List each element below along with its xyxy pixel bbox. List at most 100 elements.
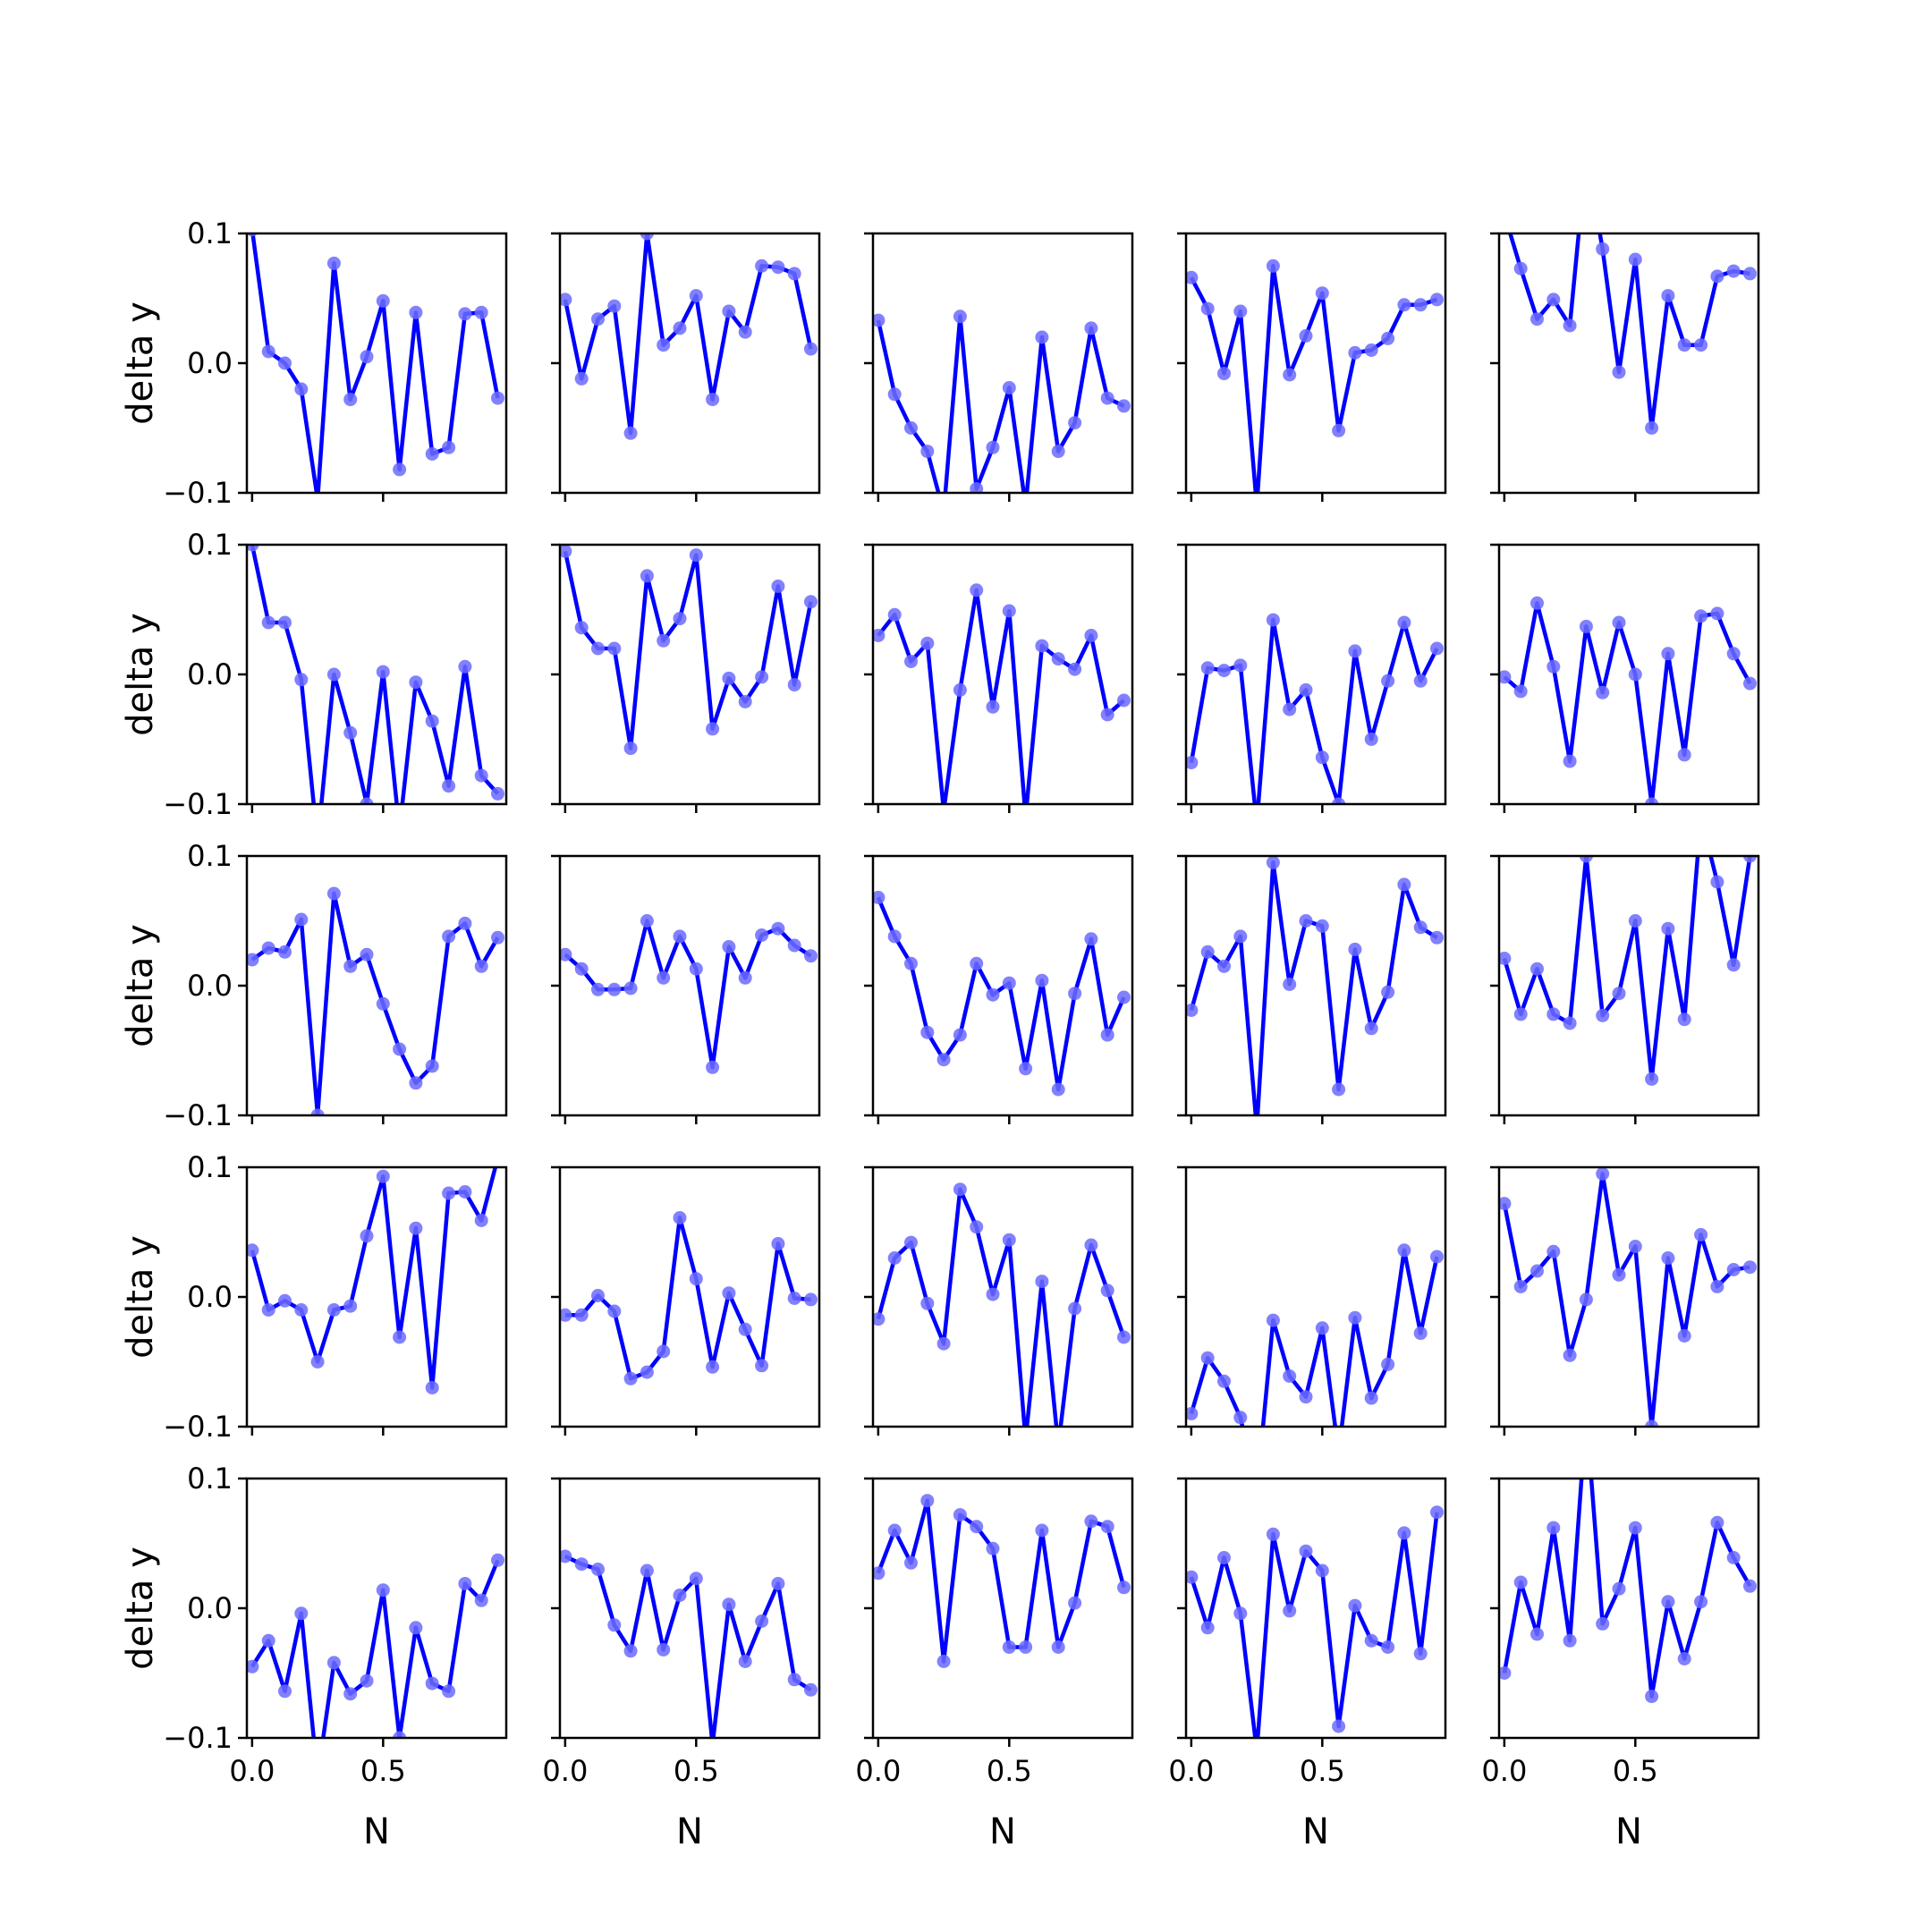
data-point (607, 641, 622, 656)
y-tick-label: −0.1 (163, 1721, 233, 1755)
data-point (1019, 1062, 1033, 1076)
data-point (657, 338, 671, 352)
data-point (722, 1597, 736, 1612)
data-point (261, 615, 275, 630)
panel (551, 232, 821, 502)
data-point (1315, 286, 1329, 301)
data-point (1413, 674, 1428, 688)
data-point (1200, 661, 1215, 675)
data-point (1563, 318, 1577, 333)
data-point (1579, 1292, 1593, 1307)
data-point (1413, 920, 1428, 935)
data-point (689, 548, 703, 563)
data-point (755, 1614, 769, 1628)
data-point (904, 1235, 918, 1250)
data-point (787, 678, 801, 692)
data-point (623, 1371, 638, 1385)
y-tick-label: −0.1 (163, 1410, 233, 1444)
data-point (920, 1296, 935, 1310)
data-point (953, 682, 967, 697)
data-point (970, 1520, 984, 1534)
data-point (1283, 368, 1297, 382)
data-point (787, 1292, 801, 1305)
data-point (360, 350, 374, 364)
data-point (1645, 421, 1659, 435)
data-point (1315, 1563, 1329, 1578)
data-point (873, 629, 886, 642)
data-point (1299, 1390, 1313, 1404)
data-point (1413, 1326, 1428, 1341)
data-point (1546, 1007, 1561, 1021)
data-point (1628, 1240, 1642, 1253)
data-point (1694, 338, 1708, 352)
data-point (1233, 304, 1248, 318)
data-point (1381, 331, 1395, 345)
data-point (673, 612, 687, 626)
data-point (491, 391, 504, 405)
data-point (1694, 609, 1708, 623)
series-line (1189, 264, 1438, 493)
data-point (393, 1042, 407, 1056)
data-point (326, 667, 341, 682)
data-point (1661, 289, 1675, 303)
data-point (343, 959, 358, 973)
data-point (640, 569, 654, 583)
data-point (1332, 423, 1346, 437)
data-point (722, 304, 736, 318)
data-point (953, 1508, 967, 1522)
data-point (1596, 242, 1610, 256)
data-point (591, 1289, 605, 1302)
data-point (1217, 1374, 1231, 1388)
data-point (360, 947, 374, 962)
data-point (474, 768, 488, 783)
data-point (722, 671, 736, 685)
data-point (787, 267, 801, 281)
x-axis-label: N (676, 1811, 703, 1852)
data-point (936, 1053, 951, 1067)
data-point (1546, 659, 1561, 674)
data-point (1084, 321, 1098, 335)
data-point (1596, 1008, 1610, 1022)
data-point (1200, 301, 1215, 316)
data-point (804, 949, 818, 963)
data-point (491, 1553, 504, 1567)
data-point (1726, 1263, 1741, 1276)
data-point (574, 371, 589, 386)
data-point (904, 1555, 918, 1570)
data-point (1710, 1279, 1724, 1293)
data-point (1100, 1520, 1114, 1534)
series-line (876, 314, 1125, 493)
data-point (1596, 1616, 1610, 1631)
data-point (1266, 1313, 1280, 1327)
data-point (1628, 667, 1642, 682)
data-point (787, 938, 801, 953)
data-point (1397, 298, 1411, 312)
data-point (1645, 1072, 1659, 1086)
data-point (920, 1025, 935, 1039)
data-point (873, 1312, 886, 1326)
data-point (1726, 958, 1741, 972)
y-axis-label: delta y (120, 1235, 161, 1359)
data-point (936, 1336, 951, 1351)
data-point (376, 996, 390, 1011)
data-point (986, 987, 1000, 1002)
data-point (1661, 1251, 1675, 1265)
data-point (1283, 702, 1297, 716)
data-point (1299, 682, 1313, 697)
data-point (1612, 615, 1626, 630)
data-point (1563, 1633, 1577, 1648)
data-point (970, 583, 984, 597)
panel (551, 1165, 821, 1436)
data-point (1546, 292, 1561, 307)
data-point (986, 440, 1000, 454)
data-point (657, 1344, 671, 1359)
data-point (1035, 973, 1049, 987)
data-point (936, 1655, 951, 1668)
data-point (689, 962, 703, 976)
data-point (326, 1656, 341, 1670)
data-point (640, 914, 654, 928)
data-point (1002, 1640, 1016, 1654)
data-point (393, 462, 407, 477)
data-point (560, 545, 572, 558)
